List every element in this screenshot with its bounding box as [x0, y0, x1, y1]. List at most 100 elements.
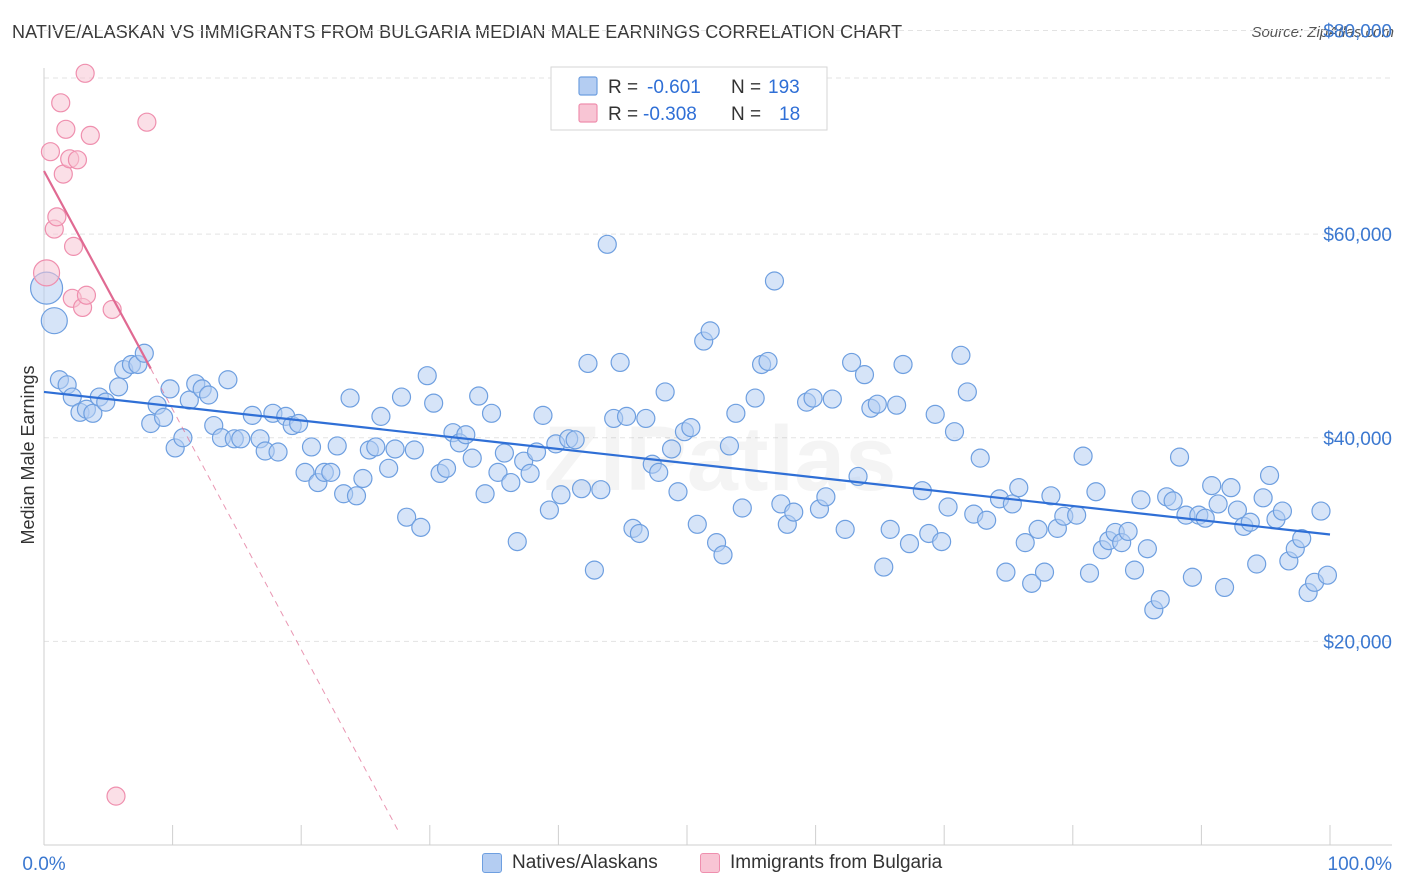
native-point [391, 387, 412, 407]
native-point [160, 379, 180, 399]
native-point [700, 321, 720, 341]
stats-n-label: N = [731, 104, 761, 125]
native-point [397, 507, 417, 527]
bulgaria-point [75, 63, 95, 83]
native-point [925, 404, 945, 424]
native-point [96, 392, 116, 412]
native-point [687, 514, 707, 534]
legend-item-bulgaria[interactable]: Immigrants from Bulgaria [700, 852, 942, 874]
native-point [655, 382, 675, 402]
native-point [371, 406, 391, 426]
y-axis-label: Median Male Earnings [18, 365, 38, 544]
native-point [321, 462, 341, 482]
legend-swatch-bulgaria [700, 853, 720, 873]
native-point [40, 307, 68, 335]
x-tick-label: 0.0% [22, 854, 65, 875]
native-point [469, 386, 489, 406]
y-tick-label: $40,000 [1323, 429, 1392, 450]
legend-label-bulgaria: Immigrants from Bulgaria [730, 852, 943, 873]
native-point [424, 393, 444, 413]
bottom-legend: Natives/Alaskans Immigrants from Bulgari… [0, 850, 1406, 880]
native-point [816, 487, 836, 507]
native-point [1131, 490, 1151, 510]
native-point [488, 462, 508, 482]
native-point [996, 562, 1016, 582]
native-point [1311, 501, 1331, 521]
native-point [301, 437, 322, 457]
legend-item-natives[interactable]: Natives/Alaskans [482, 852, 658, 874]
native-point [1259, 465, 1280, 486]
native-point [668, 482, 688, 502]
native-point [893, 354, 913, 375]
native-point [1041, 486, 1061, 506]
native-point [951, 345, 971, 365]
native-point [758, 351, 778, 372]
native-point [539, 500, 559, 520]
native-point [732, 498, 752, 518]
native-point [636, 408, 656, 429]
native-point [346, 486, 367, 506]
bulgaria-point [80, 125, 100, 146]
native-point [1028, 519, 1048, 539]
native-point [970, 448, 990, 468]
native-point [1137, 539, 1157, 559]
native-point [153, 407, 174, 428]
native-point [616, 406, 637, 426]
bulgaria-point [47, 207, 67, 227]
stats-r-label: R = [608, 104, 638, 125]
native-point [494, 443, 514, 463]
stats-r-value: -0.308 [643, 104, 697, 125]
tick-labels: $20,000 $40,000 $60,000 $80,000 0.0% 100.0% [22, 22, 1392, 875]
native-point [1202, 476, 1222, 496]
native-point [1317, 565, 1338, 585]
native-point [1163, 491, 1183, 511]
native-point [83, 403, 103, 423]
native-point [404, 440, 424, 460]
native-point [719, 436, 740, 456]
native-point [681, 417, 701, 438]
native-point [571, 479, 592, 499]
native-point [327, 436, 347, 456]
native-point [295, 462, 315, 482]
native-point [1124, 560, 1145, 580]
native-point [231, 429, 251, 449]
native-point [289, 413, 309, 434]
bulgaria-points [32, 63, 157, 806]
native-point [938, 497, 958, 517]
bulgaria-point [67, 150, 88, 170]
y-tick-label: $60,000 [1323, 225, 1392, 246]
native-point [268, 442, 288, 462]
native-point [649, 462, 669, 482]
stats-r-label: R = [608, 77, 638, 98]
native-point [1067, 505, 1087, 525]
bulgaria-point [32, 259, 61, 287]
y-tick-label: $80,000 [1323, 22, 1392, 43]
native-point [597, 234, 617, 254]
native-point [1208, 494, 1228, 514]
native-point [475, 484, 495, 504]
native-point [436, 458, 457, 478]
native-point [340, 388, 360, 408]
axes [43, 68, 1392, 846]
native-point [835, 519, 855, 539]
native-point [610, 352, 630, 373]
native-point [379, 458, 399, 478]
native-point [584, 560, 605, 580]
stats-n-label: N = [731, 77, 761, 98]
source-label: Source: ZipAtlas.com [1251, 24, 1394, 41]
native-point [411, 517, 431, 537]
native-point [1240, 512, 1260, 532]
native-point [1009, 478, 1029, 498]
native-point [854, 365, 875, 385]
native-point [1073, 446, 1093, 466]
native-point [1118, 521, 1138, 542]
native-point [1169, 447, 1190, 467]
native-point [1086, 482, 1106, 502]
bulgaria-point [137, 112, 157, 132]
native-point [803, 388, 823, 408]
native-point [353, 468, 373, 489]
y-tick-label: $20,000 [1323, 632, 1392, 653]
bulgaria-point [40, 142, 61, 162]
native-point [822, 389, 842, 409]
